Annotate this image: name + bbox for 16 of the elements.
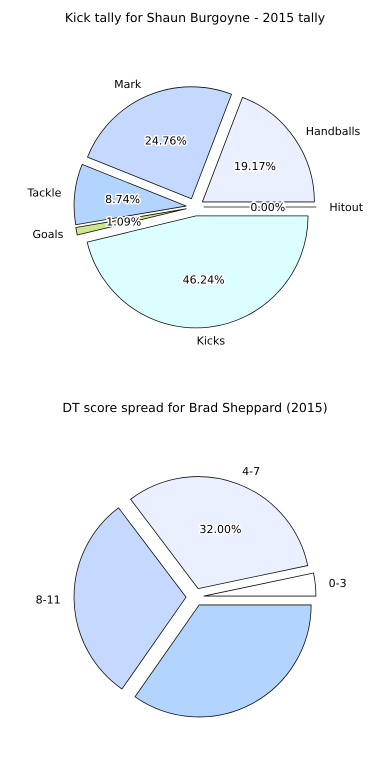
slice-label: Handballs	[306, 124, 361, 138]
data-label: 32.00%	[200, 522, 242, 536]
slice-label: Goals	[32, 228, 64, 241]
slice-label: Kicks	[196, 334, 226, 348]
data-label: 8.74%	[105, 193, 140, 206]
slice-label: Tackle	[26, 186, 62, 200]
data-label: 46.24%	[182, 273, 225, 286]
chart-title: Kick tally for Shaun Burgoyne - 2015 tally	[64, 10, 326, 25]
data-label: 19.17%	[234, 160, 276, 173]
slice-label: 0-3	[328, 577, 347, 590]
slice-label: 8-11	[36, 594, 61, 607]
category-label: Hitout	[329, 201, 364, 214]
data-label: 24.76%	[144, 134, 187, 148]
slice-label: 4-7	[242, 465, 260, 478]
chart-title: DT score spread for Brad Sheppard (2015)	[62, 400, 328, 415]
slice-label: Mark	[114, 78, 142, 91]
